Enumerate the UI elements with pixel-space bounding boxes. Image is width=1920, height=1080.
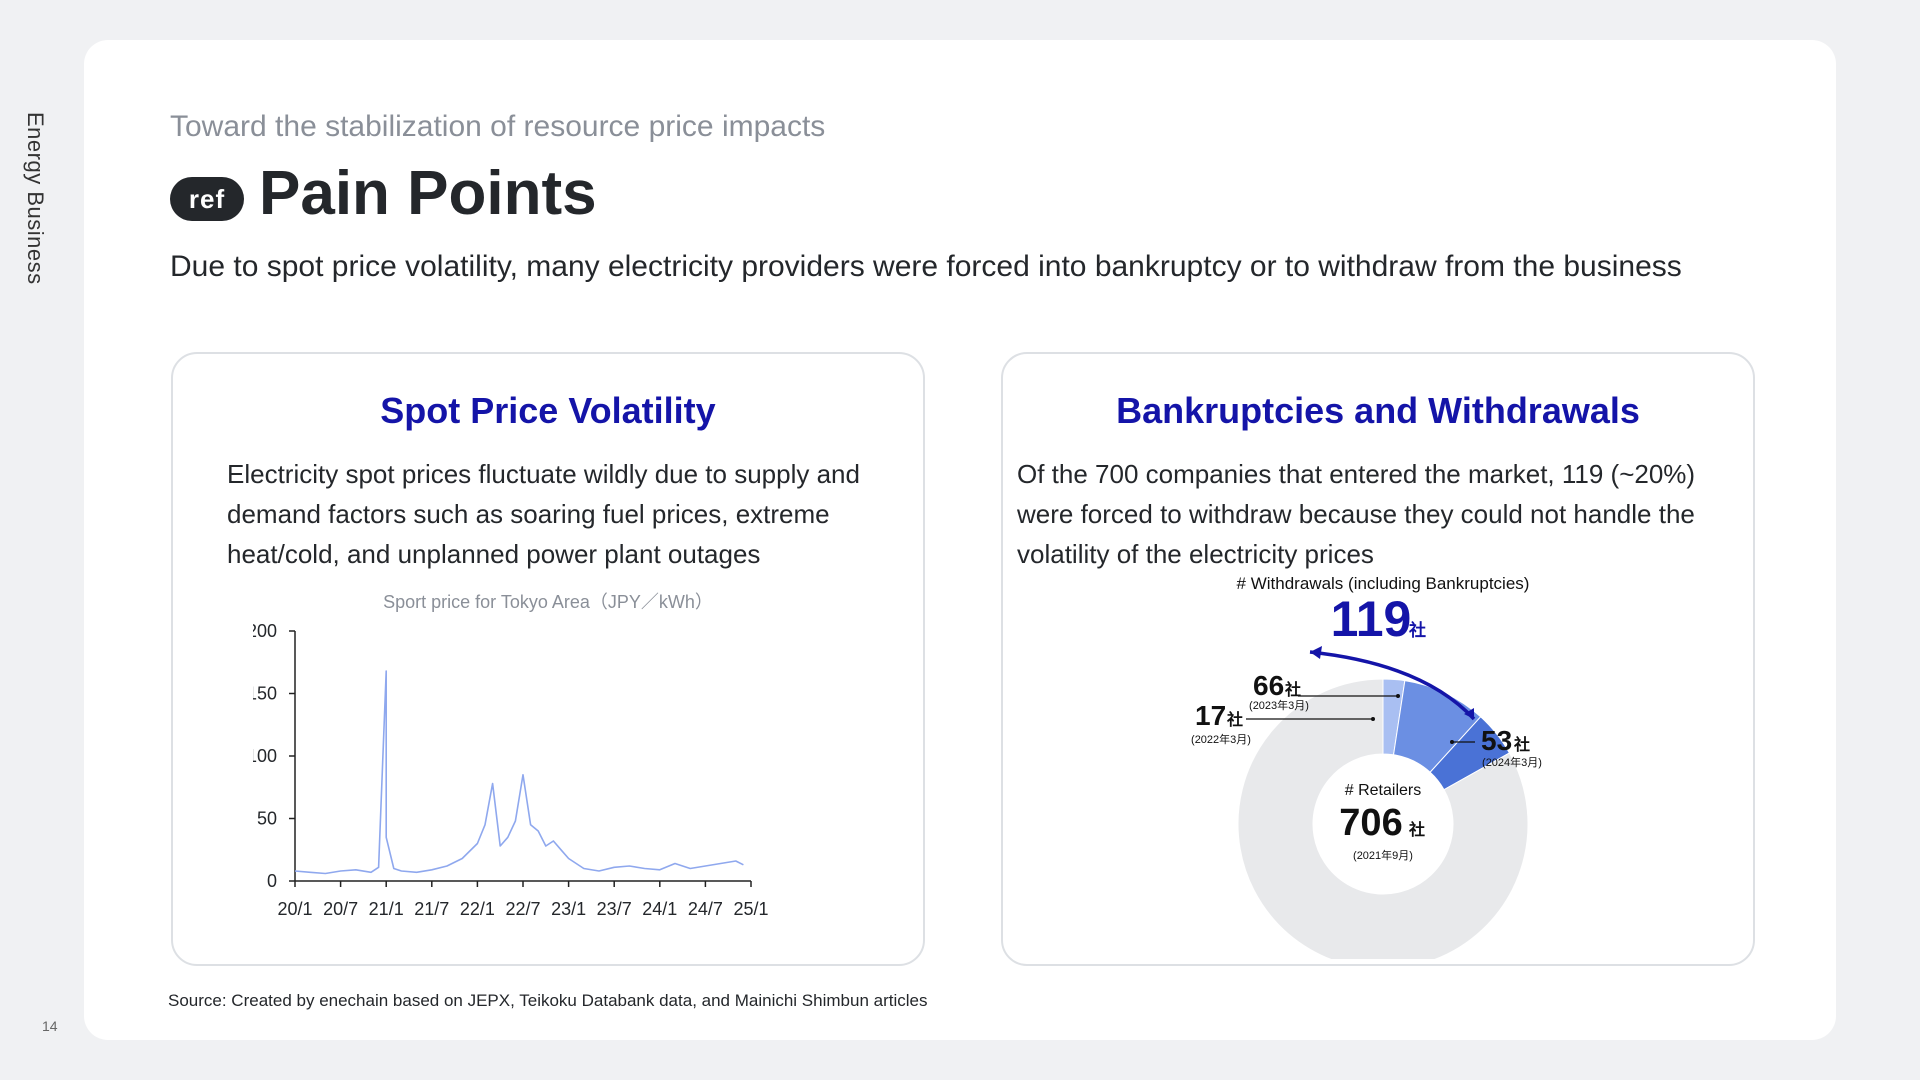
label-2023-unit: 社 [1284,680,1301,699]
label-2024-unit: 社 [1513,735,1530,754]
x-tick-label: 24/7 [688,899,723,919]
label-2024-date: (2024年3月) [1482,755,1542,769]
x-tick-label: 23/1 [551,899,586,919]
page-number: 14 [42,1018,58,1034]
slice-remaining [1237,678,1529,959]
label-2024-value: 53 [1481,725,1512,756]
series-group [294,670,744,875]
page-subtitle: Toward the stabilization of resource pri… [170,110,826,143]
source-note: Source: Created by enechain based on JEP… [168,991,928,1010]
withdrawals-arrow [1309,650,1476,721]
y-tick-label: 200 [253,621,277,641]
callout-dot-2023 [1396,694,1400,698]
label-2022-value: 17 [1195,700,1226,731]
bankruptcies-description: Of the 700 companies that entered the ma… [1017,459,1696,569]
label-2023-value: 66 [1253,670,1284,701]
x-tick-label: 22/7 [505,899,540,919]
spot-price-line-chart: 0 50 100 150 200 20/1 20/7 21/1 21/7 22/1 22/7 23/… [253,621,769,919]
arrow-head-left [1310,646,1322,659]
callout-dot-2022 [1371,717,1375,721]
y-axis-ticks: 0 50 100 150 200 [253,621,295,891]
slide-card: Toward the stabilization of resource pri… [84,40,1836,1040]
withdrawals-unit: 社 [1408,620,1426,640]
side-section-label: Energy Business [23,112,48,285]
spot-price-title: Spot Price Volatility [380,390,716,431]
x-tick-label: 21/1 [369,899,404,919]
label-2022-unit: 社 [1226,710,1243,729]
bankruptcies-title: Bankruptcies and Withdrawals [1116,390,1640,431]
x-tick-label: 25/1 [733,899,768,919]
chart-caption: Sport price for Tokyo Area（JPY／kWh） [383,592,713,612]
withdrawals-donut-chart: # Withdrawals (including Bankruptcies)11… [1191,574,1542,959]
price-series-line [294,670,744,875]
spot-price-panel: Spot Price Volatility Electricity spot p… [171,352,925,966]
retailers-date: (2021年9月) [1353,848,1413,862]
x-tick-label: 20/1 [277,899,312,919]
withdrawals-total: 119 [1331,591,1412,647]
x-tick-label: 20/7 [323,899,358,919]
withdrawals-label: # Withdrawals (including Bankruptcies) [1237,574,1530,593]
spot-price-description: Electricity spot prices fluctuate wildly… [227,459,860,569]
arrow-head-right [1464,708,1474,719]
label-2022-date: (2022年3月) [1191,732,1251,746]
x-tick-label: 24/1 [642,899,677,919]
y-tick-label: 50 [257,809,277,829]
lead-text: Due to spot price volatility, many elect… [170,250,1682,283]
retailers-unit: 社 [1408,820,1425,839]
x-tick-label: 21/7 [414,899,449,919]
retailers-total: 706 [1339,802,1402,844]
retailers-label: # Retailers [1345,782,1421,799]
bankruptcies-panel: Bankruptcies and Withdrawals Of the 700 … [1001,352,1755,966]
page-title: Pain Points [259,159,597,228]
y-tick-label: 150 [253,684,277,704]
ref-badge: ref [170,177,244,221]
y-tick-label: 100 [253,746,277,766]
label-2023-date: (2023年3月) [1249,698,1309,712]
x-tick-label: 22/1 [460,899,495,919]
chart-axes [294,631,751,882]
x-tick-label: 23/7 [597,899,632,919]
callout-dot-2024 [1450,740,1454,744]
x-axis-ticks: 20/1 20/7 21/1 21/7 22/1 22/7 23/1 23/7 24/1 24/7… [277,881,769,919]
y-tick-label: 0 [267,871,277,891]
donut-labels: # Withdrawals (including Bankruptcies)11… [1191,574,1542,862]
